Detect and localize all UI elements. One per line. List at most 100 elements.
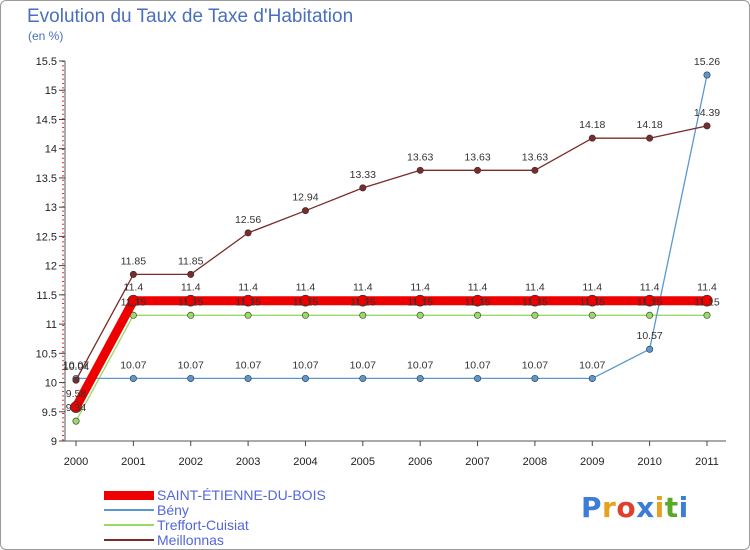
legend-swatch bbox=[104, 490, 154, 500]
legend-swatch bbox=[104, 524, 154, 526]
data-point bbox=[129, 270, 137, 278]
data-label: 11.4 bbox=[697, 282, 717, 294]
data-label: 10.07 bbox=[522, 359, 548, 371]
data-point bbox=[359, 374, 367, 382]
data-point bbox=[474, 311, 482, 319]
data-label: 11.4 bbox=[353, 282, 373, 294]
series-line bbox=[75, 125, 708, 381]
x-tick-label: 2009 bbox=[580, 456, 604, 468]
data-labels: 9.34 11.15 11.15 11.15 11.15 11.15 11.15 11.15 1… bbox=[63, 56, 720, 414]
data-point bbox=[531, 166, 539, 174]
x-tick-label: 2002 bbox=[178, 456, 202, 468]
data-label: 11.4 bbox=[181, 282, 201, 294]
data-label: 10.04 bbox=[63, 361, 89, 373]
data-point bbox=[301, 311, 309, 319]
data-point bbox=[701, 294, 713, 307]
data-point bbox=[471, 294, 484, 307]
data-label: 11.4 bbox=[410, 282, 430, 294]
data-point bbox=[129, 374, 137, 382]
data-label: 14.39 bbox=[694, 107, 720, 119]
y-tick-label: 15 bbox=[45, 85, 57, 97]
data-label: 13.63 bbox=[407, 151, 433, 163]
x-tick-label: 2008 bbox=[523, 456, 547, 468]
data-label: 13.33 bbox=[350, 169, 376, 181]
x-tick-label: 2006 bbox=[408, 456, 432, 468]
data-label: 11.15 bbox=[465, 296, 491, 308]
data-label: 9.34 bbox=[66, 402, 87, 414]
data-point bbox=[187, 311, 195, 319]
legend-label: Meillonnas bbox=[157, 532, 224, 548]
data-point bbox=[414, 294, 426, 307]
legend-label: SAINT-ÉTIENNE-DU-BOIS bbox=[157, 487, 326, 503]
logo-letter: x bbox=[636, 491, 655, 524]
data-point bbox=[588, 311, 596, 319]
data-label: 11.4 bbox=[124, 282, 144, 294]
data-label: 11.15 bbox=[694, 296, 720, 308]
x-tick-label: 2005 bbox=[351, 456, 375, 468]
data-point bbox=[416, 166, 424, 174]
logo-letter: P bbox=[581, 491, 603, 524]
data-point bbox=[72, 376, 80, 384]
data-point bbox=[242, 294, 254, 307]
series-line bbox=[76, 74, 708, 380]
data-point bbox=[474, 166, 482, 174]
y-tick-label: 10.5 bbox=[36, 348, 57, 360]
data-point bbox=[588, 374, 596, 382]
data-label: 10.07 bbox=[407, 359, 433, 371]
data-point bbox=[531, 374, 539, 382]
data-label: 11.4 bbox=[582, 282, 602, 294]
data-label: 10.07 bbox=[63, 359, 89, 371]
x-tick-label: 2003 bbox=[236, 456, 260, 468]
data-point bbox=[531, 311, 539, 319]
data-label: 10.57 bbox=[636, 330, 662, 342]
data-label: 11.15 bbox=[522, 296, 548, 308]
data-point bbox=[588, 134, 596, 142]
x-tick-label: 2004 bbox=[293, 456, 317, 468]
data-label: 10.07 bbox=[235, 359, 261, 371]
data-label: 10.07 bbox=[120, 359, 146, 371]
series-line bbox=[72, 296, 707, 410]
data-point bbox=[359, 184, 367, 192]
y-tick-label: 10 bbox=[45, 378, 57, 390]
data-label: 11.15 bbox=[121, 296, 147, 308]
y-tick-label: 9.5 bbox=[42, 407, 57, 419]
data-point bbox=[703, 311, 711, 319]
data-label: 12.56 bbox=[235, 214, 261, 226]
data-label: 12.94 bbox=[292, 192, 318, 204]
data-point bbox=[187, 374, 195, 382]
logo-letter: i bbox=[678, 491, 689, 524]
data-label: 9.58 bbox=[66, 388, 87, 400]
data-label: 11.4 bbox=[640, 282, 660, 294]
data-point bbox=[301, 207, 309, 215]
data-point bbox=[127, 294, 140, 307]
data-label: 11.4 bbox=[525, 282, 545, 294]
data-point bbox=[301, 374, 309, 382]
x-tick-label: 2010 bbox=[637, 456, 661, 468]
data-label: 10.07 bbox=[350, 359, 376, 371]
proxiti-logo: Proxiti bbox=[581, 491, 689, 524]
data-point bbox=[646, 311, 654, 319]
data-label: 11.4 bbox=[468, 282, 488, 294]
legend-swatch bbox=[104, 509, 154, 511]
data-point bbox=[703, 122, 711, 130]
data-label: 14.18 bbox=[579, 119, 605, 131]
data-label: 11.15 bbox=[350, 296, 376, 308]
y-tick-label: 14.5 bbox=[36, 114, 57, 126]
data-point bbox=[416, 311, 424, 319]
data-label: 11.15 bbox=[407, 296, 433, 308]
data-point bbox=[646, 134, 654, 142]
series-line bbox=[75, 314, 707, 422]
data-point bbox=[703, 71, 711, 79]
x-tick-label: 2007 bbox=[465, 456, 489, 468]
data-point bbox=[244, 229, 252, 237]
data-point bbox=[529, 294, 541, 307]
data-point bbox=[586, 294, 599, 307]
data-point bbox=[643, 294, 656, 307]
logo-letter: t bbox=[664, 491, 679, 524]
logo-letter: i bbox=[654, 491, 665, 524]
legend-item-treffort: Treffort-Cuisiat bbox=[104, 518, 249, 532]
legend-item-meillonnas: Meillonnas bbox=[104, 533, 224, 547]
x-tick-label: 2011 bbox=[695, 456, 719, 468]
x-tick-label: 2001 bbox=[121, 456, 145, 468]
y-tick-label: 15.5 bbox=[36, 56, 57, 68]
